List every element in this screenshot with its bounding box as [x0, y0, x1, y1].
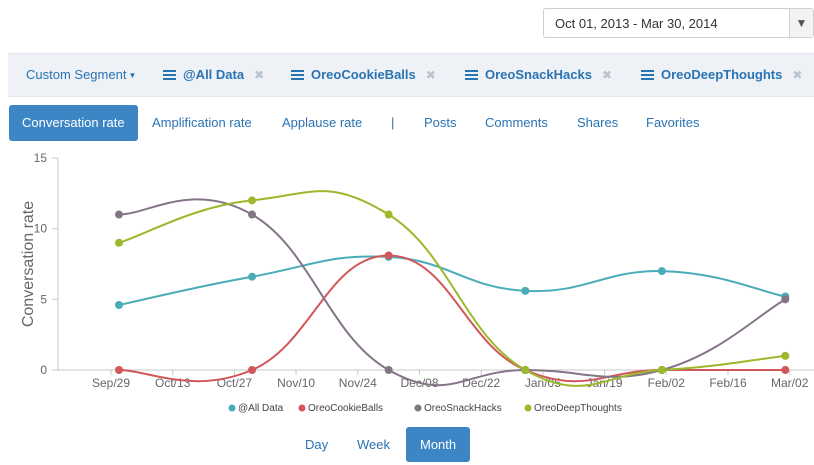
data-point-all-data: [657, 267, 666, 276]
custom-segment-label: Custom Segment: [26, 67, 127, 82]
x-tick-label: Nov/10: [277, 376, 315, 390]
chevron-down-icon: ▼: [128, 71, 137, 80]
data-point-all-data: [248, 272, 257, 281]
x-tick-label: Dec/22: [462, 376, 500, 390]
data-point-oreocookieballs: [384, 251, 393, 260]
x-tick-label: Oct/27: [217, 376, 253, 390]
data-point-oreosnackhacks: [781, 295, 790, 304]
data-point-oreodeepthoughts: [657, 366, 666, 374]
series-line-oreosnackhacks: [118, 198, 786, 387]
data-point-oreodeepthoughts: [384, 210, 393, 219]
data-point-oreosnackhacks: [248, 210, 257, 219]
tab-applause-rate[interactable]: Applause rate: [282, 115, 363, 130]
series-line-oreodeepthoughts: [118, 190, 786, 387]
close-icon[interactable]: ✖: [601, 68, 613, 82]
legend-marker-oreodeepthoughts: [524, 404, 532, 412]
data-point-oreodeepthoughts: [781, 351, 790, 360]
segment-oreocookieballs[interactable]: OreoCookieBalls ✖: [291, 54, 436, 96]
list-icon: [291, 70, 304, 80]
data-point-oreodeepthoughts: [115, 238, 123, 247]
list-icon: [163, 70, 176, 80]
data-point-all-data: [115, 300, 123, 309]
granularity-month[interactable]: Month: [406, 427, 471, 462]
data-point-oreocookieballs: [248, 366, 257, 374]
y-axis-title: Conversation rate: [20, 201, 37, 327]
series-line-all-data: [118, 255, 786, 306]
data-point-oreodeepthoughts: [248, 196, 257, 205]
legend-marker-oreosnackhacks: [414, 404, 422, 412]
y-tick-label: 5: [40, 292, 47, 306]
legend-label-oreocookieballs: OreoCookieBalls: [308, 403, 383, 414]
data-point-oreosnackhacks: [115, 210, 123, 219]
list-icon: [641, 70, 654, 80]
custom-segment-dropdown[interactable]: Custom Segment ▼: [26, 54, 136, 96]
segment-label: OreoSnackHacks: [485, 67, 592, 82]
data-point-oreodeepthoughts: [521, 366, 530, 374]
legend-marker-all-data: [228, 404, 236, 412]
segment-label: OreoCookieBalls: [311, 67, 416, 82]
tab-posts[interactable]: Posts: [424, 115, 457, 130]
tab-comments[interactable]: Comments: [485, 115, 548, 130]
data-point-oreocookieballs: [781, 366, 790, 374]
tab-shares[interactable]: Shares: [577, 115, 619, 130]
y-tick-label: 0: [40, 363, 47, 377]
segment-label: OreoDeepThoughts: [661, 67, 783, 82]
date-range-picker[interactable]: Oct 01, 2013 - Mar 30, 2014 ▼: [543, 8, 814, 38]
legend-marker-oreocookieballs: [298, 404, 306, 412]
legend-label-all-data: @All Data: [238, 403, 284, 414]
close-icon[interactable]: ✖: [254, 68, 265, 82]
y-tick-label: 15: [34, 151, 48, 165]
data-point-oreosnackhacks: [384, 366, 393, 374]
x-tick-label: Nov/24: [339, 376, 377, 390]
segment-bar: Custom Segment ▼ @All Data ✖ OreoCookieBal…: [8, 53, 814, 97]
close-icon[interactable]: ✖: [425, 68, 436, 82]
granularity-week[interactable]: Week: [357, 437, 390, 452]
data-point-oreocookieballs: [115, 366, 123, 374]
data-point-all-data: [521, 286, 530, 295]
granularity-day[interactable]: Day: [305, 437, 329, 452]
date-range-value: Oct 01, 2013 - Mar 30, 2014: [555, 16, 718, 31]
tab-conversation-rate[interactable]: Conversation rate: [9, 105, 138, 141]
close-icon[interactable]: ✖: [792, 68, 803, 82]
x-tick-label: Sep/29: [92, 376, 130, 390]
x-tick-label: Mar/02: [771, 376, 809, 390]
legend-label-oreodeepthoughts: OreoDeepThoughts: [534, 403, 622, 414]
segment-label: @All Data: [183, 67, 245, 82]
segment-oreosnackhacks[interactable]: OreoSnackHacks ✖: [465, 54, 612, 96]
x-tick-label: Feb/16: [709, 376, 747, 390]
date-range-dropdown-icon[interactable]: ▼: [789, 9, 813, 37]
tab-amplification-rate[interactable]: Amplification rate: [152, 115, 252, 130]
tab-separator: |: [391, 115, 395, 130]
segment-oreodeepthoughts[interactable]: OreoDeepThoughts ✖: [641, 54, 802, 96]
tab-favorites[interactable]: Favorites: [646, 115, 700, 130]
segment-all-data[interactable]: @All Data ✖: [163, 54, 264, 96]
list-icon: [465, 70, 478, 80]
y-tick-label: 10: [34, 222, 48, 236]
x-tick-label: Feb/02: [648, 376, 686, 390]
legend-label-oreosnackhacks: OreoSnackHacks: [424, 403, 502, 414]
